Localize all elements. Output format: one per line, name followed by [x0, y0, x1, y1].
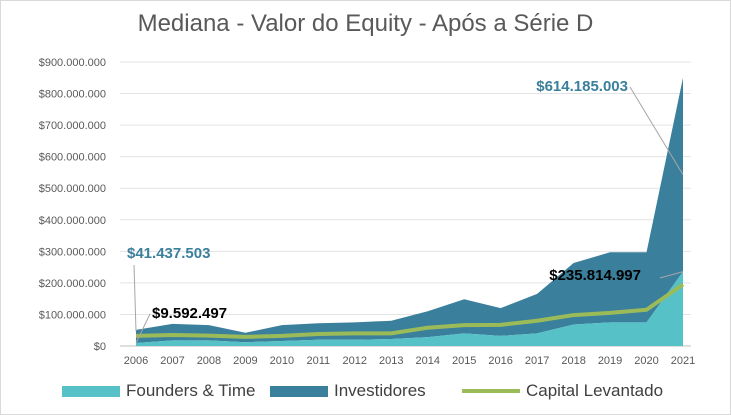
x-tick-label: 2014	[415, 355, 439, 367]
annotation-leader-line	[659, 271, 684, 279]
annotation-label: $235.814.997	[549, 267, 641, 284]
x-tick-label: 2013	[379, 355, 403, 367]
legend: Founders & Time Investidores Capital Lev…	[0, 381, 731, 405]
series-area-investidores	[136, 77, 683, 343]
y-tick-label: $300.000.000	[39, 246, 106, 258]
y-tick-label: $200.000.000	[39, 278, 106, 290]
annotation-leader-line	[135, 313, 151, 344]
x-tick-label: 2018	[561, 355, 585, 367]
x-tick-label: 2011	[307, 355, 331, 367]
annotation-leader-line	[629, 86, 684, 175]
y-tick-label: $900.000.000	[39, 57, 106, 69]
annotation-leader-line	[133, 264, 137, 332]
legend-label-capital: Capital Levantado	[526, 381, 664, 400]
legend-swatch-founders	[62, 385, 120, 397]
y-tick-label: $0	[94, 341, 106, 353]
legend-item-capital: Capital Levantado	[462, 381, 663, 401]
series-line-capital	[135, 282, 685, 339]
y-tick-label: $800.000.000	[39, 89, 106, 101]
x-tick-label: 2007	[160, 355, 184, 367]
x-tick-label: 2019	[598, 355, 622, 367]
chart-title: Mediana - Valor do Equity - Após a Série…	[137, 10, 594, 37]
x-tick-label: 2008	[197, 355, 221, 367]
x-tick-label: 2020	[634, 355, 658, 367]
y-tick-label: $600.000.000	[39, 152, 106, 164]
legend-item-founders: Founders & Time	[62, 381, 255, 401]
legend-swatch-capital	[462, 389, 520, 393]
annotation-label: $9.592.497	[152, 305, 227, 322]
y-tick-label: $700.000.000	[39, 120, 106, 132]
x-tick-label: 2012	[343, 355, 367, 367]
annotation-label: $41.437.503	[127, 245, 210, 262]
y-tick-label: $500.000.000	[39, 183, 106, 195]
y-tick-label: $100.000.000	[39, 309, 106, 321]
annotation-label: $614.185.003	[536, 78, 628, 95]
x-tick-label: 2015	[452, 355, 476, 367]
legend-label-founders: Founders & Time	[126, 381, 256, 400]
legend-swatch-investidores	[270, 385, 328, 397]
x-tick-label: 2009	[233, 355, 257, 367]
x-tick-label: 2021	[671, 355, 695, 367]
x-tick-label: 2016	[488, 355, 512, 367]
x-tick-label: 2010	[270, 355, 294, 367]
series-area-founders	[136, 271, 683, 346]
legend-item-investidores: Investidores	[270, 381, 426, 401]
x-tick-label: 2006	[124, 355, 148, 367]
legend-label-investidores: Investidores	[334, 381, 426, 400]
x-tick-label: 2017	[525, 355, 549, 367]
y-tick-label: $400.000.000	[39, 215, 106, 227]
